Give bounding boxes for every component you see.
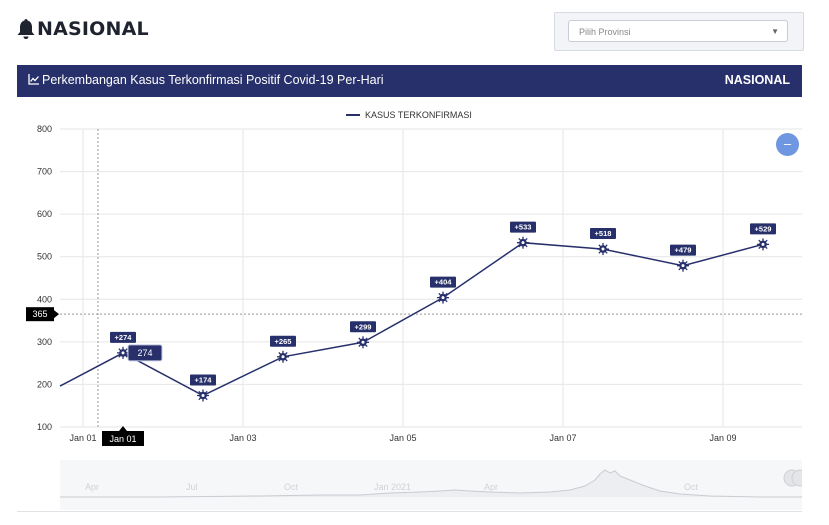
crosshair-y-label-box	[26, 307, 54, 322]
data-label: +265	[275, 337, 292, 346]
x-tick-label: Jan 05	[389, 433, 416, 443]
chart-legend[interactable]: KASUS TERKONFIRMASI	[346, 110, 472, 120]
data-label: +274	[115, 333, 133, 342]
brand: NASIONAL	[16, 18, 149, 40]
data-point[interactable]	[756, 238, 770, 251]
data-label: +533	[515, 223, 532, 232]
y-tick-label: 400	[37, 294, 52, 304]
line-chart-icon	[28, 74, 39, 85]
data-label: +299	[355, 322, 372, 331]
data-point[interactable]	[596, 243, 610, 256]
crosshair-x-label-arrow	[119, 426, 127, 431]
chevron-down-icon: ▼	[771, 27, 779, 36]
province-select[interactable]: Pilih Provinsi ▼	[568, 20, 788, 42]
tooltip-value: 274	[137, 348, 152, 358]
legend-swatch	[346, 114, 360, 116]
navigator-label: Jan 2021	[374, 482, 412, 492]
data-point[interactable]	[276, 350, 290, 363]
data-label-box	[350, 321, 376, 333]
crosshair-x-label: Jan 01	[109, 434, 136, 444]
panel-region: NASIONAL	[724, 73, 790, 87]
legend-label: KASUS TERKONFIRMASI	[365, 110, 472, 120]
panel-title: Perkembangan Kasus Terkonfirmasi Positif…	[42, 73, 384, 87]
navigator-label: Apr	[484, 482, 499, 492]
divider	[17, 511, 802, 512]
data-label-box	[750, 223, 776, 235]
province-select-placeholder: Pilih Provinsi	[579, 27, 631, 37]
data-point[interactable]	[356, 336, 370, 349]
y-tick-label: 200	[37, 379, 52, 389]
data-point[interactable]	[196, 389, 210, 402]
data-label-box	[110, 331, 136, 343]
data-label: +529	[755, 224, 772, 233]
navigator-label: Jul	[186, 482, 198, 492]
data-label-box	[270, 335, 296, 347]
crosshair-y-label-arrow	[54, 310, 59, 319]
y-tick-label: 700	[37, 167, 52, 177]
y-tick-label: 600	[37, 209, 52, 219]
y-tick-label: 100	[37, 422, 52, 432]
data-point[interactable]	[676, 259, 690, 272]
data-label-box	[510, 221, 536, 233]
data-label: +404	[435, 278, 453, 287]
data-point[interactable]	[516, 236, 530, 249]
data-label-box	[430, 276, 456, 288]
panel-header: Perkembangan Kasus Terkonfirmasi Positif…	[17, 65, 802, 97]
data-label: +174	[195, 375, 213, 384]
data-label-box	[190, 374, 216, 386]
x-tick-label: Jan 01	[69, 433, 96, 443]
data-label-box	[590, 228, 616, 240]
series-line	[59, 241, 764, 397]
top-header: NASIONAL Pilih Provinsi ▼	[0, 0, 829, 64]
data-point[interactable]	[116, 346, 130, 359]
data-label-box	[670, 244, 696, 256]
crosshair-x-label-box	[102, 431, 144, 446]
reset-zoom-button[interactable]: –	[776, 133, 799, 156]
chart-navigator[interactable]: Apr Jul Oct Jan 2021 Apr Oct	[60, 460, 809, 510]
navigator-label: Oct	[284, 482, 299, 492]
data-label: +479	[675, 246, 692, 255]
y-tick-label: 500	[37, 252, 52, 262]
navigator-label: Apr	[85, 482, 100, 492]
bell-icon	[17, 19, 35, 39]
crosshair-y-label: 365	[32, 309, 47, 319]
y-tick-label: 300	[37, 337, 52, 347]
data-point[interactable]	[436, 291, 450, 304]
data-label: +518	[595, 229, 612, 238]
tooltip-box	[127, 344, 163, 362]
navigator-label: Oct	[684, 482, 699, 492]
province-select-container: Pilih Provinsi ▼	[554, 12, 804, 51]
x-tick-label: Jan 09	[709, 433, 736, 443]
x-tick-label: Jan 07	[549, 433, 576, 443]
page-title: NASIONAL	[37, 18, 149, 40]
x-tick-label: Jan 03	[229, 433, 256, 443]
y-tick-label: 800	[37, 124, 52, 134]
